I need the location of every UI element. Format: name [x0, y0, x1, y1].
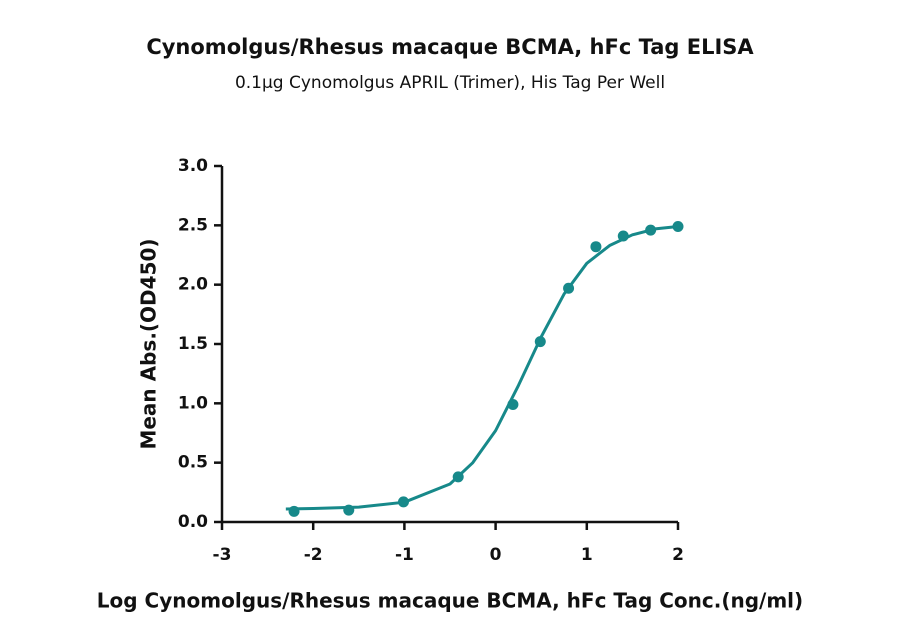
- y-axis-label: Mean Abs.(OD450): [137, 238, 161, 449]
- chart-title: Cynomolgus/Rhesus macaque BCMA, hFc Tag …: [146, 35, 754, 59]
- data-point: [534, 336, 546, 348]
- data-point: [672, 221, 684, 233]
- y-tick-label: 1.5: [178, 334, 208, 354]
- data-point: [507, 399, 519, 411]
- chart-subtitle: 0.1μg Cynomolgus APRIL (Trimer), His Tag…: [235, 73, 665, 93]
- y-tick-label: 2.5: [178, 215, 208, 235]
- data-point: [288, 505, 300, 517]
- x-tick-label: 0: [490, 545, 502, 565]
- x-axis-label: Log Cynomolgus/Rhesus macaque BCMA, hFc …: [97, 589, 803, 613]
- data-point: [645, 224, 657, 236]
- data-point: [343, 504, 355, 516]
- y-tick-label: 0.5: [178, 453, 208, 473]
- y-tick-label: 2.0: [178, 275, 208, 295]
- y-tick-label: 0.0: [178, 512, 208, 532]
- y-tick-label: 3.0: [178, 156, 208, 176]
- y-tick-label: 1.0: [178, 393, 208, 413]
- data-point: [397, 496, 409, 508]
- x-tick-label: 2: [672, 545, 684, 565]
- x-tick-label: -3: [213, 545, 232, 565]
- data-point: [617, 230, 629, 242]
- data-point: [452, 471, 464, 483]
- x-tick-label: 1: [581, 545, 593, 565]
- data-point: [590, 241, 602, 253]
- x-tick-label: -1: [395, 545, 414, 565]
- data-point: [563, 282, 575, 294]
- fit-curve: [285, 225, 679, 511]
- x-tick-label: -2: [304, 545, 323, 565]
